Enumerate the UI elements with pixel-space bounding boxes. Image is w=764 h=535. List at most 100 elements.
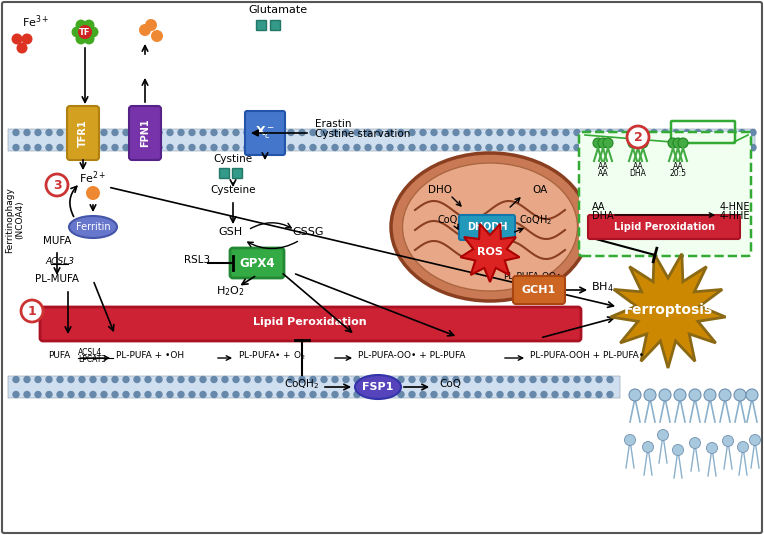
Circle shape bbox=[475, 129, 481, 135]
Circle shape bbox=[332, 144, 338, 150]
Ellipse shape bbox=[69, 216, 117, 238]
Circle shape bbox=[83, 20, 95, 30]
Circle shape bbox=[288, 144, 294, 150]
Circle shape bbox=[431, 377, 437, 383]
Circle shape bbox=[508, 129, 514, 135]
Circle shape bbox=[750, 129, 756, 135]
Circle shape bbox=[749, 434, 760, 446]
Circle shape bbox=[222, 144, 228, 150]
Circle shape bbox=[497, 392, 503, 398]
Circle shape bbox=[139, 24, 151, 36]
Circle shape bbox=[112, 392, 118, 398]
Circle shape bbox=[222, 392, 228, 398]
Text: TFR1: TFR1 bbox=[78, 119, 88, 147]
FancyBboxPatch shape bbox=[459, 215, 515, 240]
Text: Ferroptosis: Ferroptosis bbox=[623, 303, 713, 317]
Circle shape bbox=[233, 377, 239, 383]
Circle shape bbox=[310, 144, 316, 150]
Text: OA: OA bbox=[533, 185, 548, 195]
Circle shape bbox=[442, 144, 448, 150]
Circle shape bbox=[673, 138, 683, 148]
Text: ROS: ROS bbox=[477, 247, 503, 257]
Circle shape bbox=[354, 377, 360, 383]
Circle shape bbox=[101, 129, 107, 135]
Circle shape bbox=[497, 144, 503, 150]
Circle shape bbox=[596, 392, 602, 398]
Text: GSH: GSH bbox=[218, 227, 242, 237]
Circle shape bbox=[178, 392, 184, 398]
Circle shape bbox=[585, 144, 591, 150]
Circle shape bbox=[343, 129, 349, 135]
Circle shape bbox=[354, 129, 360, 135]
Circle shape bbox=[376, 377, 382, 383]
Circle shape bbox=[68, 392, 74, 398]
Circle shape bbox=[90, 144, 96, 150]
Circle shape bbox=[57, 392, 63, 398]
Text: PL-PUFA-OO• + PL-PUFA: PL-PUFA-OO• + PL-PUFA bbox=[358, 351, 465, 360]
Circle shape bbox=[453, 129, 459, 135]
Text: PL-PUFA• + O$_2$: PL-PUFA• + O$_2$ bbox=[238, 349, 306, 362]
Circle shape bbox=[624, 434, 636, 446]
Circle shape bbox=[88, 27, 99, 37]
Circle shape bbox=[200, 377, 206, 383]
Circle shape bbox=[13, 129, 19, 135]
Circle shape bbox=[13, 144, 19, 150]
Circle shape bbox=[167, 144, 173, 150]
Circle shape bbox=[200, 144, 206, 150]
Text: LPCAT3: LPCAT3 bbox=[78, 355, 106, 364]
Circle shape bbox=[343, 377, 349, 383]
Circle shape bbox=[684, 144, 690, 150]
Circle shape bbox=[189, 377, 195, 383]
Text: CoQ: CoQ bbox=[439, 379, 461, 389]
Circle shape bbox=[464, 129, 470, 135]
Circle shape bbox=[17, 42, 28, 54]
Circle shape bbox=[633, 138, 643, 148]
Circle shape bbox=[541, 144, 547, 150]
Circle shape bbox=[310, 377, 316, 383]
Circle shape bbox=[145, 392, 151, 398]
Circle shape bbox=[321, 377, 327, 383]
Circle shape bbox=[266, 129, 272, 135]
Circle shape bbox=[541, 129, 547, 135]
Circle shape bbox=[167, 377, 173, 383]
Circle shape bbox=[310, 129, 316, 135]
Circle shape bbox=[453, 144, 459, 150]
Circle shape bbox=[72, 27, 83, 37]
Circle shape bbox=[662, 144, 668, 150]
Circle shape bbox=[211, 377, 217, 383]
Circle shape bbox=[35, 392, 41, 398]
Circle shape bbox=[79, 144, 85, 150]
Circle shape bbox=[354, 392, 360, 398]
FancyBboxPatch shape bbox=[588, 215, 740, 239]
Circle shape bbox=[629, 129, 635, 135]
Text: AA: AA bbox=[597, 162, 608, 171]
Circle shape bbox=[178, 129, 184, 135]
Text: DHA: DHA bbox=[630, 169, 646, 178]
Circle shape bbox=[398, 392, 404, 398]
Circle shape bbox=[552, 392, 558, 398]
Text: PL-PUFA-OOH + PL-PUFA•: PL-PUFA-OOH + PL-PUFA• bbox=[530, 351, 644, 360]
Text: 1: 1 bbox=[28, 304, 37, 317]
Text: Fe$^{2+}$: Fe$^{2+}$ bbox=[79, 170, 107, 186]
Circle shape bbox=[519, 377, 525, 383]
Circle shape bbox=[627, 126, 649, 148]
Circle shape bbox=[365, 392, 371, 398]
Circle shape bbox=[277, 392, 283, 398]
Circle shape bbox=[618, 144, 624, 150]
Text: Cystine starvation: Cystine starvation bbox=[315, 129, 410, 139]
Circle shape bbox=[541, 377, 547, 383]
Circle shape bbox=[486, 129, 492, 135]
Circle shape bbox=[35, 377, 41, 383]
Circle shape bbox=[200, 392, 206, 398]
Circle shape bbox=[222, 129, 228, 135]
Circle shape bbox=[409, 144, 415, 150]
Circle shape bbox=[574, 129, 580, 135]
Circle shape bbox=[409, 129, 415, 135]
Circle shape bbox=[638, 138, 648, 148]
Circle shape bbox=[244, 392, 250, 398]
Circle shape bbox=[706, 144, 712, 150]
Circle shape bbox=[673, 144, 679, 150]
Circle shape bbox=[24, 144, 30, 150]
Circle shape bbox=[629, 389, 641, 401]
Circle shape bbox=[658, 430, 668, 440]
